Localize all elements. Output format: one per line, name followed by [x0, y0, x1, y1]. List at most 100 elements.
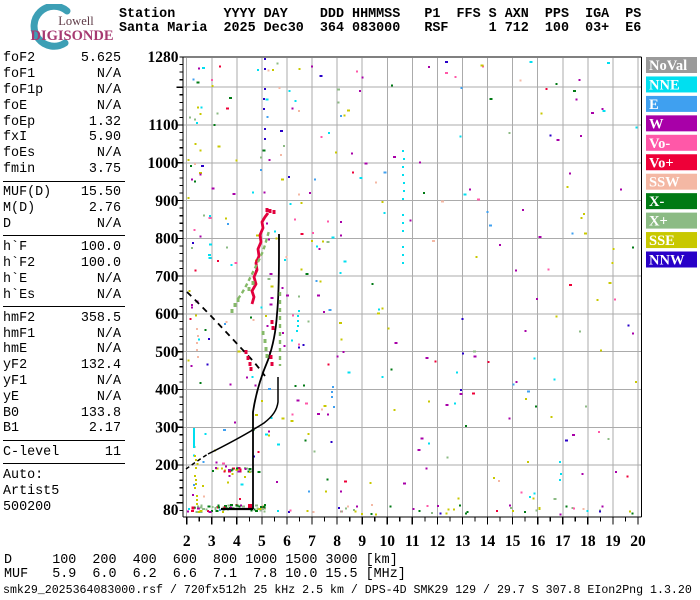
- legend-label: W: [649, 116, 664, 132]
- noise-dot: [250, 316, 253, 319]
- noise-dot: [524, 329, 527, 332]
- file-status-line: smk29_2025364083000.rsf / 720fx512h 25 k…: [3, 584, 692, 597]
- parameter-value: N/A: [96, 146, 121, 162]
- noise-dot: [446, 456, 449, 459]
- feature-band-dot: [224, 504, 228, 507]
- station-header-line1: Station YYYY DAY DDD HHMMSS P1 FFS S AXN…: [119, 7, 642, 22]
- noise-dot: [581, 472, 584, 475]
- feature-band-dot: [259, 506, 262, 508]
- noise-dot: [381, 307, 384, 310]
- status-color-legend: NoVal NNE EW Vo- Vo+ SSW X- X+ SSE NNW: [646, 57, 697, 269]
- feature-dot: [196, 495, 198, 497]
- feature-band-dot: [247, 470, 251, 473]
- noise-dot: [553, 497, 557, 500]
- noise-dot: [338, 322, 342, 325]
- parameter-value: 2.76: [88, 201, 121, 217]
- noise-dot: [246, 376, 248, 379]
- feature-band-dot: [215, 509, 219, 512]
- noise-dot: [339, 272, 342, 275]
- noise-dot: [334, 151, 337, 154]
- feature-dot: [402, 222, 404, 224]
- noise-dot: [194, 142, 197, 145]
- feature-band-dot: [210, 509, 213, 512]
- feature-band-dot: [221, 467, 224, 470]
- o-mode-mark: [270, 320, 274, 324]
- legend-swatch-e: [646, 95, 697, 112]
- noise-dot: [321, 408, 323, 411]
- x-axis-label: 11: [405, 533, 420, 550]
- noise-dot: [343, 114, 346, 117]
- feature-dot: [194, 487, 196, 489]
- noise-dot: [298, 109, 300, 112]
- noise-dot: [620, 188, 623, 191]
- noise-dot: [190, 303, 193, 306]
- noise-dot: [208, 338, 211, 341]
- noise-dot: [472, 392, 475, 395]
- noise-dot: [612, 248, 615, 250]
- noise-dot: [454, 402, 457, 405]
- parameter-separator: [3, 306, 125, 308]
- noise-dot: [256, 68, 259, 71]
- noise-dot: [269, 303, 273, 306]
- noise-dot: [196, 122, 198, 125]
- noise-dot: [522, 209, 524, 212]
- noise-dot: [375, 513, 378, 516]
- noise-dot: [427, 65, 430, 68]
- x-axis-label: 9: [358, 533, 366, 550]
- noise-dot: [286, 294, 290, 297]
- parameter-value: 100.0: [80, 255, 121, 271]
- feature-dot: [331, 391, 333, 393]
- legend-swatch-nne: [646, 76, 697, 93]
- x-mode-mark: [264, 347, 268, 351]
- feature-dot: [195, 479, 197, 481]
- noise-dot: [598, 510, 601, 513]
- noise-dot: [235, 159, 238, 162]
- noise-dot: [383, 171, 387, 174]
- legend-swatch-vo: [646, 154, 697, 171]
- noise-dot: [536, 297, 539, 300]
- feature-band-dot: [223, 470, 226, 473]
- noise-dot: [196, 106, 199, 109]
- noise-dot: [218, 508, 221, 511]
- noise-dot: [437, 505, 439, 508]
- noise-dot: [477, 198, 480, 201]
- noise-dot: [578, 330, 581, 333]
- y-axis-label: 500: [155, 344, 179, 361]
- noise-dot: [320, 135, 323, 138]
- feature-dot: [333, 406, 335, 408]
- feature-dot: [196, 503, 198, 505]
- feature-band-dot: [237, 470, 241, 473]
- noise-dot: [260, 156, 263, 159]
- feature-band-dot: [235, 467, 238, 470]
- noise-dot: [475, 255, 478, 258]
- x-mode-mark: [233, 303, 237, 307]
- noise-dot: [591, 112, 595, 115]
- feature-dot: [560, 473, 562, 475]
- o-mode-mark: [269, 355, 273, 359]
- x-mode-trace: [237, 230, 271, 300]
- noise-dot: [209, 243, 213, 246]
- feature-band-dot: [248, 470, 251, 473]
- noise-dot: [251, 376, 254, 378]
- feature-band-dot: [223, 506, 226, 509]
- feature-band-dot: [231, 468, 234, 471]
- legend-swatch-w: [646, 115, 697, 132]
- noise-dot: [615, 471, 617, 474]
- noise-dot: [194, 269, 197, 272]
- noise-dot: [409, 219, 412, 222]
- noise-dot: [584, 405, 587, 408]
- parameter-row-mufd: MUF(D) 15.50: [3, 185, 121, 201]
- transmission-curve-dashed: [186, 291, 266, 377]
- noise-dot: [583, 232, 587, 235]
- parameter-label: h`Es: [3, 287, 36, 303]
- noise-dot: [266, 116, 269, 118]
- noise-dot: [463, 193, 467, 196]
- noise-dot: [550, 416, 553, 419]
- feature-dot: [402, 230, 404, 232]
- noise-dot: [425, 357, 429, 359]
- noise-dot: [193, 118, 196, 121]
- feature-dot: [402, 166, 404, 168]
- feature-band-dot: [214, 507, 217, 509]
- noise-dot: [425, 467, 428, 470]
- noise-dot: [428, 442, 430, 445]
